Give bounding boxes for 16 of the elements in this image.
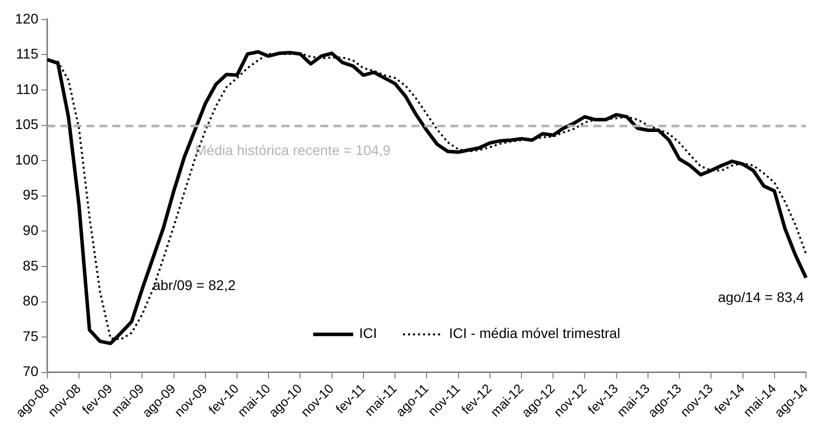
y-tick-label: 75 (22, 328, 39, 344)
legend-label: ICI - média móvel trimestral (449, 325, 620, 342)
y-tick-label: 100 (15, 151, 39, 168)
legend-label: ICI (359, 325, 378, 342)
y-tick-label: 120 (15, 10, 39, 26)
y-tick-label: 110 (16, 80, 39, 97)
y-tick-label: 90 (22, 222, 39, 238)
annotation: ago/14 = 83,4 (718, 289, 804, 306)
y-tick-label: 115 (16, 46, 39, 62)
annotation: abr/09 = 82,2 (152, 277, 236, 294)
y-tick-label: 85 (22, 257, 39, 274)
y-tick-label: 105 (15, 116, 39, 132)
y-tick-label: 95 (22, 186, 39, 203)
y-tick-label: 80 (22, 292, 39, 309)
ref-line-label: Média histórica recente = 104,9 (194, 142, 391, 158)
y-tick-label: 70 (22, 363, 39, 380)
